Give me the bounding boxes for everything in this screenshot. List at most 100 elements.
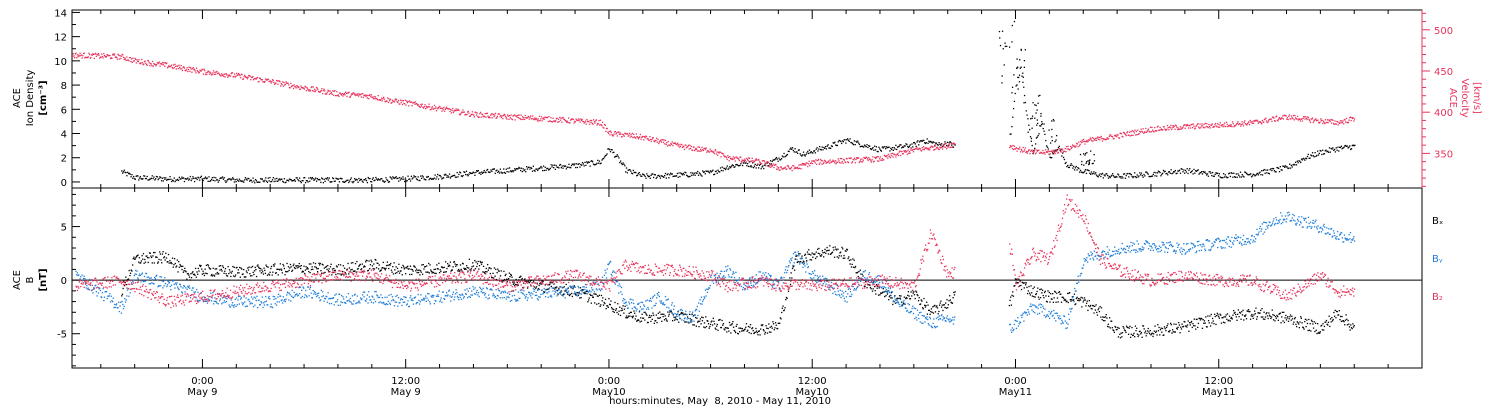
density-point [1123, 173, 1125, 175]
density-point [193, 177, 195, 180]
velocity-point [1280, 117, 1283, 119]
bx-point [1076, 296, 1078, 299]
bx-point [283, 265, 285, 267]
density-point [403, 178, 405, 180]
velocity-point [88, 52, 90, 54]
velocity-point [476, 112, 478, 114]
density-point [784, 156, 786, 158]
velocity-point [880, 159, 883, 161]
bx-point [515, 278, 517, 281]
top-left-tick-label: 0 [61, 178, 67, 189]
velocity-point [1088, 138, 1090, 141]
velocity-point [1051, 151, 1054, 153]
density-point [1285, 166, 1287, 168]
bx-point [1041, 289, 1044, 291]
velocity-point [676, 144, 678, 146]
bx-point [491, 276, 493, 279]
density-point [695, 172, 697, 174]
density-point [159, 176, 161, 178]
velocity-point [515, 115, 518, 117]
density-point [1034, 117, 1036, 119]
density-point [697, 174, 700, 176]
bx-point [717, 329, 719, 331]
bx-point [254, 266, 256, 269]
velocity-point [949, 146, 951, 149]
velocity-point [437, 108, 439, 110]
density-point [1251, 175, 1254, 177]
bx-point [461, 270, 463, 272]
velocity-point [773, 164, 776, 166]
density-point [477, 169, 479, 172]
density-point [1241, 173, 1243, 176]
density-point [592, 163, 595, 165]
velocity-point [446, 106, 448, 108]
density-point [699, 173, 701, 175]
bx-point [405, 266, 407, 268]
velocity-point [839, 157, 841, 160]
bx-point [568, 294, 571, 297]
density-point [523, 169, 525, 172]
velocity-point [1033, 151, 1035, 153]
density-point [1314, 152, 1316, 154]
bx-point [1024, 284, 1027, 286]
velocity-point [404, 99, 406, 102]
density-point [929, 141, 931, 143]
velocity-point [574, 121, 577, 123]
bx-point [231, 270, 233, 273]
bx-point [1146, 332, 1148, 335]
density-point [128, 172, 131, 175]
bx-point [839, 252, 841, 254]
bx-point [577, 292, 579, 294]
bx-point [1082, 301, 1084, 303]
velocity-point [128, 57, 131, 59]
velocity-point [544, 116, 546, 118]
density-point [1065, 161, 1067, 164]
bx-point [449, 265, 451, 267]
density-point [380, 178, 382, 180]
velocity-point [1290, 118, 1292, 120]
velocity-point [1040, 151, 1043, 154]
velocity-point [1024, 147, 1026, 149]
density-point [785, 155, 787, 157]
velocity-point [151, 65, 153, 67]
bx-point [190, 277, 193, 279]
bx-point [736, 323, 738, 326]
velocity-point [1015, 147, 1017, 150]
bx-point [764, 331, 767, 334]
bx-point [204, 268, 206, 270]
bx-point [296, 267, 298, 269]
density-point [676, 172, 679, 175]
bx-point [472, 262, 474, 264]
velocity-point [1022, 146, 1024, 149]
velocity-point [474, 111, 476, 113]
velocity-point [364, 94, 366, 97]
velocity-point [1288, 114, 1291, 116]
density-point [1023, 66, 1026, 68]
density-point [1101, 173, 1103, 175]
bx-point [1033, 286, 1036, 288]
velocity-point [1223, 122, 1226, 124]
density-point [544, 166, 546, 168]
velocity-point [385, 100, 387, 102]
velocity-point [1299, 120, 1301, 122]
bx-point [913, 294, 916, 296]
velocity-point [309, 89, 311, 91]
density-point [253, 180, 255, 182]
density-point [463, 171, 465, 173]
velocity-point [410, 101, 413, 103]
velocity-point [643, 136, 646, 138]
density-point [160, 180, 163, 182]
velocity-point [1268, 118, 1270, 121]
velocity-point [1190, 124, 1192, 126]
bx-point [807, 253, 809, 255]
velocity-point [719, 151, 722, 153]
velocity-point [451, 109, 453, 112]
density-point [1192, 173, 1194, 175]
density-point [872, 147, 874, 149]
velocity-point [189, 66, 192, 69]
velocity-point [850, 157, 852, 159]
bx-point [1161, 327, 1164, 330]
density-point [181, 176, 183, 178]
density-point [743, 160, 745, 162]
bx-point [121, 293, 124, 295]
